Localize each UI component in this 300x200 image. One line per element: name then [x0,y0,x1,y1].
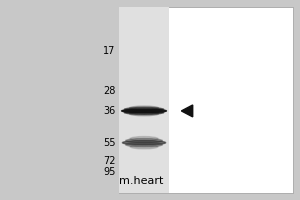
Text: m.heart: m.heart [119,176,163,186]
Ellipse shape [124,108,164,111]
Bar [118,7,293,193]
Ellipse shape [130,144,158,149]
Bar [118,7,169,193]
Ellipse shape [124,111,164,114]
Text: 28: 28 [103,86,116,96]
Text: 17: 17 [103,46,116,56]
Text: 36: 36 [103,106,116,116]
Ellipse shape [126,143,162,147]
Text: 55: 55 [103,138,116,148]
Ellipse shape [130,112,158,116]
Ellipse shape [122,141,166,145]
Ellipse shape [126,139,162,143]
Text: 95: 95 [103,167,116,177]
Ellipse shape [122,109,166,113]
Polygon shape [182,105,193,117]
Text: 72: 72 [103,156,116,166]
Ellipse shape [130,137,158,141]
Ellipse shape [130,106,158,110]
